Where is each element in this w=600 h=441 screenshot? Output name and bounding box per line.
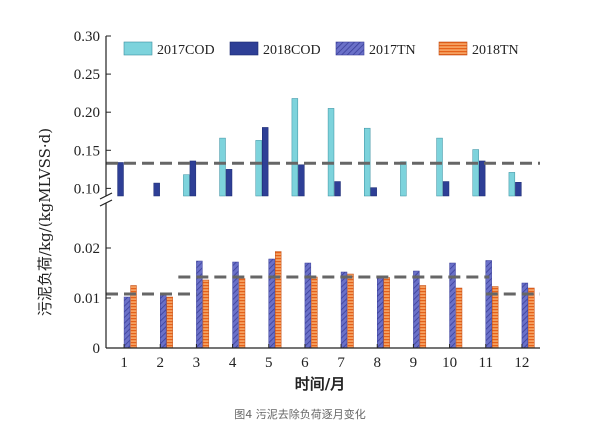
y-tick-label: 0.10 (74, 181, 100, 197)
x-tick-label: 11 (479, 355, 493, 371)
x-axis-label: 时间/月 (295, 375, 345, 393)
bar-2018tn (383, 277, 390, 349)
bar-2017tn (160, 292, 167, 349)
bar-2018tn (455, 287, 463, 349)
bar-2017tn (413, 270, 420, 349)
bar-2017tn (340, 271, 348, 349)
bar-2018cod (153, 182, 160, 197)
bar-2017cod (508, 172, 516, 197)
bar-2018cod (442, 181, 450, 197)
y-tick-label: 0.01 (74, 291, 100, 307)
x-tick-label: 3 (193, 355, 201, 371)
legend-label-2018cod: 2018COD (263, 43, 321, 58)
x-tick-label: 4 (229, 355, 237, 371)
bar-2018cod (370, 187, 377, 197)
x-tick-label: 1 (120, 355, 128, 371)
y-tick-label: 0.25 (74, 67, 100, 83)
bar-2018tn (202, 279, 210, 349)
y-tick-label: 0.30 (74, 29, 100, 45)
x-tick-label: 9 (410, 355, 418, 371)
bar-2018cod (515, 182, 522, 197)
legend-swatch-2017tn (335, 41, 365, 56)
legend-swatch-2017cod (123, 41, 153, 56)
legend-swatch-2018cod (229, 41, 259, 56)
bar-2017cod (291, 98, 299, 197)
x-tick-label: 5 (265, 355, 273, 371)
bar-2017cod (436, 137, 443, 197)
bars-layer (117, 98, 535, 349)
bar-2018tn (166, 296, 173, 349)
reference-lines (106, 161, 540, 296)
bar-2017cod (327, 108, 335, 197)
x-tick-label: 7 (337, 355, 345, 371)
bar-2017cod (183, 174, 190, 197)
bar-2018tn (311, 276, 318, 349)
legend-label-2017tn: 2017TN (369, 43, 416, 58)
bar-2017cod (219, 137, 226, 197)
bar-2017tn (123, 296, 131, 349)
x-tick-label: 10 (442, 355, 457, 371)
figure-caption: 图4 污泥去除负荷逐月变化 (234, 408, 366, 421)
bar-2017tn (485, 260, 492, 349)
x-tick-label: 8 (374, 355, 382, 371)
legend-label-2017cod: 2017COD (157, 43, 215, 58)
bar-2017cod (255, 140, 262, 197)
bar-2018tn (347, 273, 354, 349)
legend-swatch-2018tn (438, 41, 468, 56)
y-tick-label: 0.15 (74, 143, 100, 159)
bar-2018tn (492, 286, 499, 349)
chart-legend: 2017COD 2018COD 2017TN 2018TN (123, 41, 519, 58)
bar-2018cod (262, 127, 269, 197)
bar-2018cod (334, 181, 341, 197)
bar-2018cod (298, 164, 305, 197)
bar-2017tn (196, 260, 203, 349)
axis-break-mark (99, 192, 113, 200)
y-tick-label: 0.20 (74, 105, 100, 121)
bar-2017cod (472, 149, 479, 197)
legend-label-2018tn: 2018TN (472, 43, 519, 58)
y-axis-label: 污泥负荷/kg/(kgMLVSS·d) (36, 128, 54, 316)
x-tick-label: 6 (301, 355, 309, 371)
bar-2018tn (419, 285, 427, 349)
bar-2017cod (400, 161, 407, 197)
bar-2018cod (479, 160, 486, 197)
bar-2018cod (189, 160, 197, 197)
axis-break-mark (99, 199, 113, 207)
bar-2018tn (528, 287, 535, 349)
bar-2018cod (225, 169, 233, 197)
bar-2017tn (268, 258, 275, 349)
x-tick-label: 2 (157, 355, 165, 371)
bar-2018tn (275, 251, 282, 349)
bar-2018tn (238, 278, 246, 349)
bar-2018cod (117, 162, 124, 197)
y-tick-label: 0.02 (74, 241, 100, 257)
bar-2017tn (232, 261, 239, 349)
bar-2017tn (377, 276, 384, 349)
x-tick-label: 12 (514, 355, 529, 371)
y-tick-label: 0 (93, 341, 101, 357)
